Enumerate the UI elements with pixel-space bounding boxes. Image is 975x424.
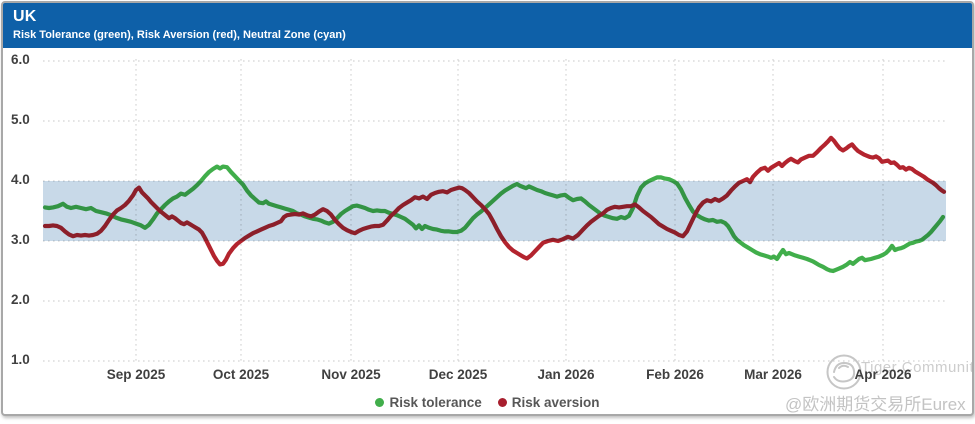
- chart-header: UK Risk Tolerance (green), Risk Aversion…: [3, 3, 972, 48]
- y-axis-label: 1.0: [11, 352, 30, 367]
- y-axis-label: 2.0: [11, 292, 30, 307]
- neutral-zone-band: [43, 181, 946, 241]
- legend-item-risk-aversion: Risk aversion: [497, 395, 600, 410]
- y-axis-label: 4.0: [11, 172, 30, 187]
- chart-subtitle: Risk Tolerance (green), Risk Aversion (r…: [13, 29, 346, 41]
- legend-label: Risk tolerance: [389, 395, 482, 410]
- risk-tolerance-dot-icon: [375, 398, 385, 407]
- x-axis-label: Sep 2025: [106, 367, 166, 382]
- watermark-handle: @欧洲期货交易所Eurex: [785, 395, 966, 414]
- risk-aversion-dot-icon: [497, 398, 507, 407]
- y-axis-label: 3.0: [11, 232, 30, 247]
- chart-legend: Risk tolerance Risk aversion: [3, 395, 972, 410]
- chart-title: UK: [13, 8, 37, 25]
- x-axis-label: Apr 2026: [854, 367, 912, 382]
- tiger-logo-icon: [826, 354, 862, 390]
- x-axis-label: Feb 2026: [646, 367, 704, 382]
- chart-window: UK Risk Tolerance (green), Risk Aversion…: [1, 1, 974, 416]
- watermark-brand: Tiger Community: [861, 359, 974, 376]
- legend-item-risk-tolerance: Risk tolerance: [375, 395, 482, 410]
- x-axis-label: Oct 2025: [212, 367, 270, 382]
- risk-chart: [42, 59, 947, 364]
- legend-label: Risk aversion: [511, 395, 600, 410]
- y-axis-label: 6.0: [11, 52, 30, 67]
- y-axis-label: 5.0: [11, 112, 30, 127]
- x-axis-label: Jan 2026: [537, 367, 595, 382]
- x-axis-label: Nov 2025: [321, 367, 381, 382]
- x-axis-label: Dec 2025: [428, 367, 488, 382]
- x-axis-label: Mar 2026: [744, 367, 802, 382]
